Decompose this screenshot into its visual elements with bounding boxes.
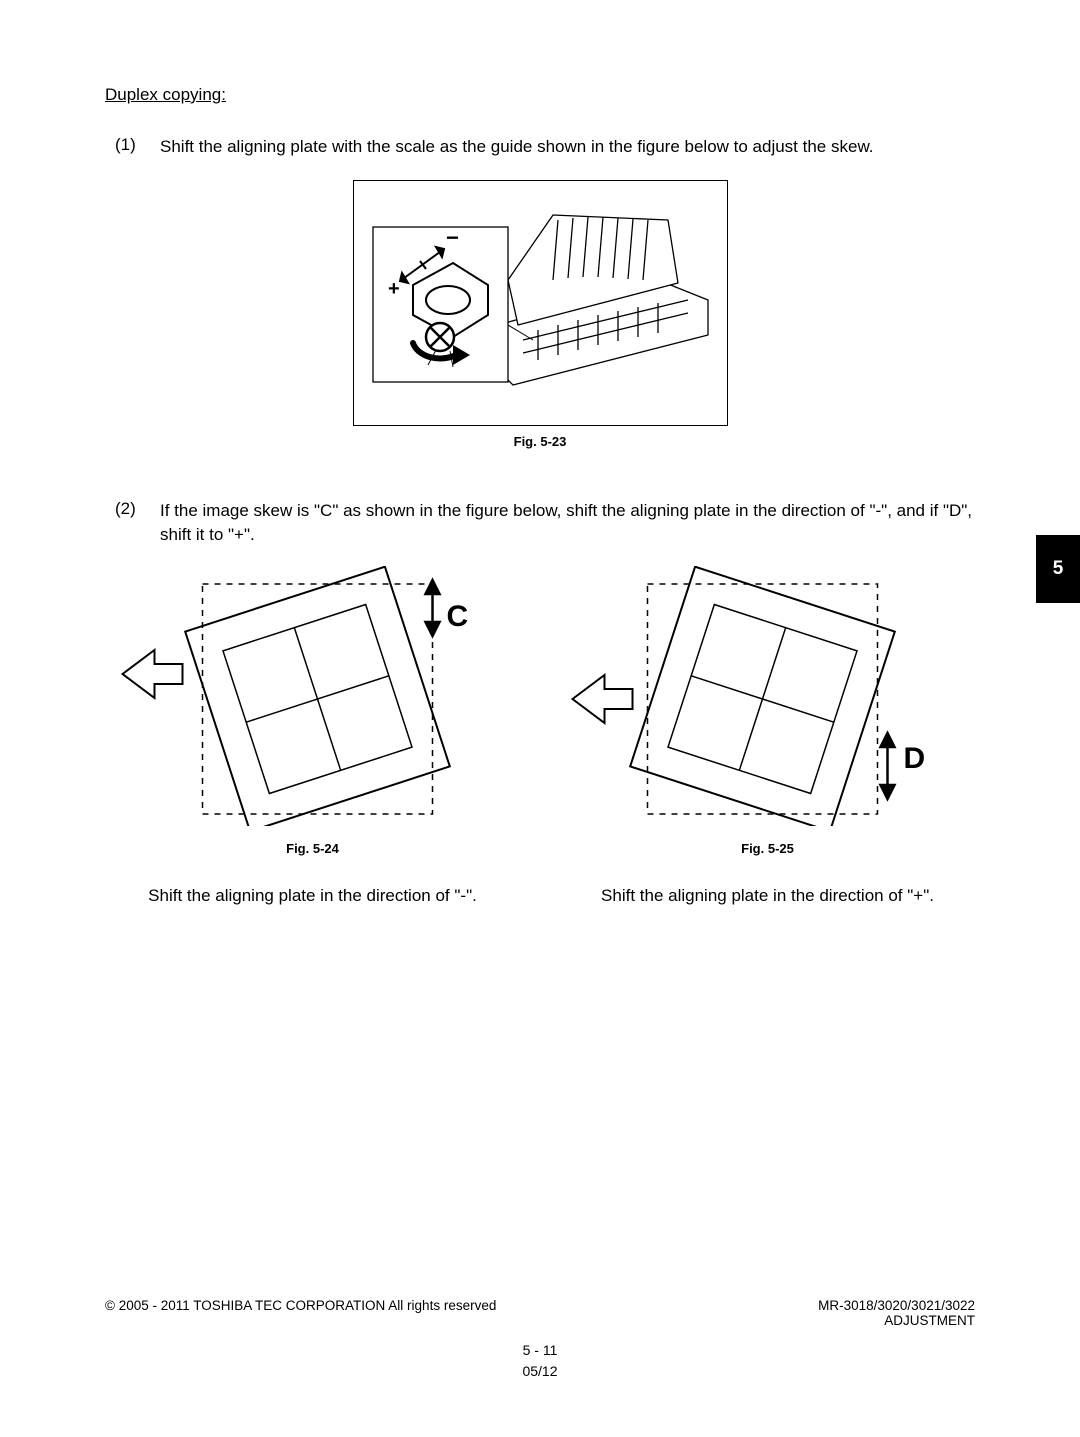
step-1: (1) Shift the aligning plate with the sc… [105,135,975,160]
step-2-num: (2) [105,499,160,548]
footer-section: ADJUSTMENT [884,1313,975,1328]
fig-5-23-svg: − + [358,185,723,421]
footer-page: 5 - 11 [523,1342,558,1358]
figure-5-24: C Fig. 5-24 Shift the aligning plate in … [105,566,520,906]
fig-5-23-caption: Fig. 5-23 [105,434,975,449]
chapter-tab: 5 [1036,535,1080,603]
plus-label: + [388,278,400,300]
fig-5-24-svg: C [105,566,520,826]
fig25-label: D [904,742,926,775]
minus-label: − [446,225,459,250]
footer-model: MR-3018/3020/3021/3022 [818,1298,975,1313]
fig-5-24-caption: Fig. 5-24 [105,841,520,856]
section-title: Duplex copying: [105,85,975,105]
fig-5-25-desc: Shift the aligning plate in the directio… [560,886,975,906]
figure-5-23: − + Fig. 5-23 [105,180,975,449]
step-1-num: (1) [105,135,160,160]
page-footer: © 2005 - 2011 TOSHIBA TEC CORPORATION Al… [105,1298,975,1382]
figure-5-25: D Fig. 5-25 Shift the aligning plate in … [560,566,975,906]
footer-copyright: © 2005 - 2011 TOSHIBA TEC CORPORATION Al… [105,1298,496,1328]
step-2-text: If the image skew is "C" as shown in the… [160,499,975,548]
fig-5-25-caption: Fig. 5-25 [560,841,975,856]
fig24-label: C [447,600,469,633]
step-2: (2) If the image skew is "C" as shown in… [105,499,975,548]
fig-5-25-svg: D [560,566,975,826]
fig-5-24-desc: Shift the aligning plate in the directio… [105,886,520,906]
footer-date: 05/12 [522,1363,557,1379]
step-1-text: Shift the aligning plate with the scale … [160,135,975,160]
